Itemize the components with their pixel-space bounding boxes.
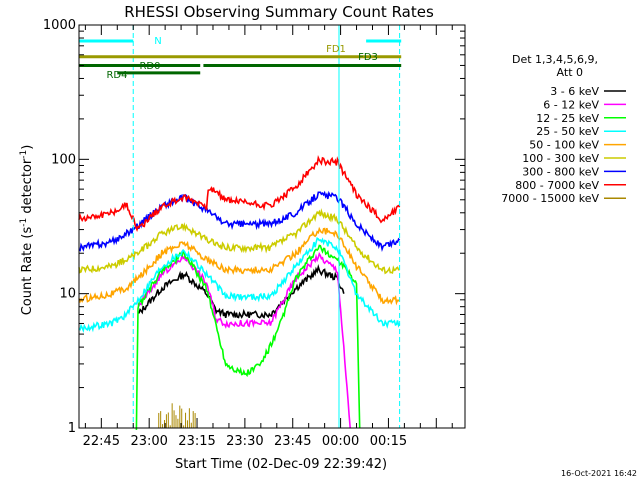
y-tick-label: 1000 <box>43 18 76 33</box>
flag-segment-label: N <box>154 36 161 47</box>
legend-header-line: Det 1,3,4,5,6,9, <box>512 53 598 66</box>
legend-item-label: 6 - 12 keV <box>543 98 599 111</box>
flag-segment-label: FD1 <box>326 44 346 55</box>
series-line <box>78 226 401 306</box>
x-tick-label: 23:30 <box>226 434 263 449</box>
segments-layer: N FD1 FD3 RD0 RD4 <box>78 25 402 428</box>
legend-item-label: 50 - 100 keV <box>529 139 599 152</box>
y-tick-label: 10 <box>59 287 76 302</box>
series-line <box>78 208 400 275</box>
y-axis-label-superscript: -1 <box>19 218 29 227</box>
x-tick-label: 22:45 <box>83 434 120 449</box>
y-axis-label-part: detector <box>20 158 35 218</box>
legend-header-line: Att 0 <box>557 66 583 79</box>
x-tick-label: 23:45 <box>274 434 311 449</box>
y-axis-label-part: Count Rate (s <box>20 227 35 316</box>
series-line <box>135 244 361 431</box>
legend-item-label: 12 - 25 keV <box>536 112 599 125</box>
y-tick-label: 1 <box>68 421 76 436</box>
timestamp: 16-Oct-2021 16:42 <box>561 469 637 478</box>
series-line <box>78 155 401 233</box>
x-tick-label: 00:00 <box>322 434 359 449</box>
series-line <box>78 190 401 252</box>
y-axis-label-superscript: -1 <box>19 150 29 159</box>
x-tick-label: 23:00 <box>130 434 167 449</box>
y-tick-label: 100 <box>51 152 76 167</box>
flag-segment-label: RD0 <box>139 61 160 72</box>
series-layer <box>78 155 401 431</box>
y-axis-label-part: ) <box>20 145 35 150</box>
axes-layer: 1 10 100 1000 22:45 23:00 23:15 23:30 23:45 00:00… <box>43 18 466 449</box>
legend-item-label: 3 - 6 keV <box>550 85 599 98</box>
legend-item-label: 25 - 50 keV <box>536 125 599 138</box>
series-line <box>137 251 351 429</box>
plot-frame <box>78 24 466 429</box>
flag-segment-label: RD4 <box>106 70 127 81</box>
legend-item-label: 7000 - 15000 keV <box>501 192 599 205</box>
series-line <box>137 264 345 319</box>
y-axis-label: Count Rate (s-1 detector-1) <box>19 145 35 316</box>
legend-item-label: 300 - 800 keV <box>522 165 599 178</box>
legend-item-label: 100 - 300 keV <box>522 152 599 165</box>
x-tick-label: 00:15 <box>370 434 407 449</box>
x-axis-label: Start Time (02-Dec-09 22:39:42) <box>175 457 387 472</box>
chart-title: RHESSI Observing Summary Count Rates <box>124 3 434 21</box>
flag-segment-label: FD3 <box>358 52 378 63</box>
legend-item-label: 800 - 7000 keV <box>515 179 599 192</box>
x-tick-label: 23:15 <box>178 434 215 449</box>
series-line <box>78 237 401 334</box>
